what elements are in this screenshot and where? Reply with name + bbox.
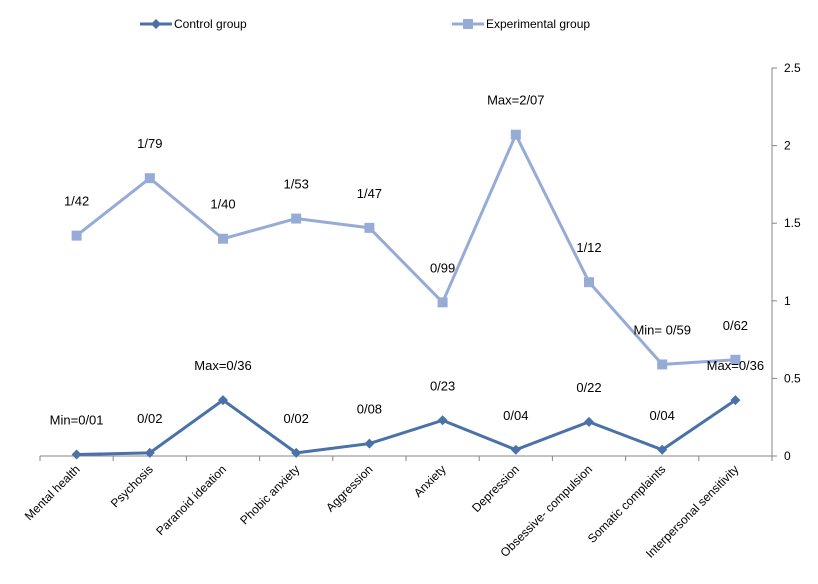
data-point (510, 444, 521, 455)
data-label: 0/23 (430, 378, 455, 393)
series-layer (71, 129, 741, 460)
legend-marker (151, 19, 161, 29)
data-point (584, 416, 594, 427)
data-label: 0/02 (137, 411, 162, 426)
legend-label: Experimental group (486, 17, 590, 31)
data-point (71, 449, 82, 460)
data-label: Max=2/07 (487, 93, 544, 108)
data-label: Max=0/36 (707, 358, 764, 373)
x-tick-label: Depression (469, 462, 522, 515)
data-label: 1/40 (210, 197, 235, 212)
data-point (584, 277, 594, 288)
data-point (364, 222, 375, 233)
data-label: 0/99 (430, 260, 455, 275)
legend-marker (463, 19, 473, 29)
data-point (657, 359, 668, 370)
data-point (730, 354, 741, 365)
data-point (730, 395, 741, 406)
data-label: 0/02 (284, 411, 309, 426)
x-tick-label: Anxiety (411, 462, 449, 500)
data-point (71, 230, 82, 241)
y-tick-label: 2.5 (784, 61, 801, 75)
data-label: Min=0/01 (50, 412, 104, 427)
data-label: Max=0/36 (194, 358, 251, 373)
x-tick-label: Phobic anxiety (237, 462, 302, 527)
data-point (437, 297, 448, 308)
y-tick-label: 1 (784, 294, 791, 308)
series-line-experimental (75, 131, 736, 366)
data-label: 1/12 (576, 240, 601, 255)
data-label: 0/04 (503, 408, 528, 423)
x-tick-label: Mental health (22, 462, 83, 523)
data-labels: Min=0/01 0/02 Max=0/36 0/02 0/08 0/23 0/04 0/22… (50, 93, 764, 428)
data-label: 0/22 (576, 380, 601, 395)
data-label: 1/47 (357, 186, 382, 201)
x-tick-label: Paranoid ideation (153, 462, 229, 538)
data-point (218, 233, 228, 244)
y-tick-label: 1.5 (784, 216, 801, 230)
x-tick-label: Somatic complaints (585, 462, 668, 545)
data-point (510, 129, 521, 140)
legend: Control group Experimental group (140, 17, 590, 31)
data-point (144, 447, 155, 458)
data-label: 1/79 (137, 136, 162, 151)
data-point (437, 415, 448, 426)
legend-label: Control group (174, 17, 247, 31)
data-label: 0/62 (723, 318, 748, 333)
data-label: 0/04 (650, 408, 675, 423)
data-label: 0/08 (357, 402, 382, 417)
data-point (291, 447, 302, 458)
y-tick-label: 2 (784, 139, 791, 153)
y-tick-label: 0 (784, 449, 791, 463)
series-line-control (76, 398, 737, 456)
data-point (218, 395, 228, 406)
data-point (657, 444, 668, 455)
x-tick-label: Aggression (323, 462, 375, 514)
y-tick-label: 0.5 (784, 371, 801, 385)
data-point (364, 438, 375, 449)
data-label: Min= 0/59 (633, 322, 690, 337)
data-label: 1/42 (64, 194, 89, 209)
data-point (144, 173, 155, 184)
x-tick-label: Psychosis (108, 462, 156, 510)
data-label: 1/53 (284, 177, 309, 192)
data-point (291, 213, 302, 224)
